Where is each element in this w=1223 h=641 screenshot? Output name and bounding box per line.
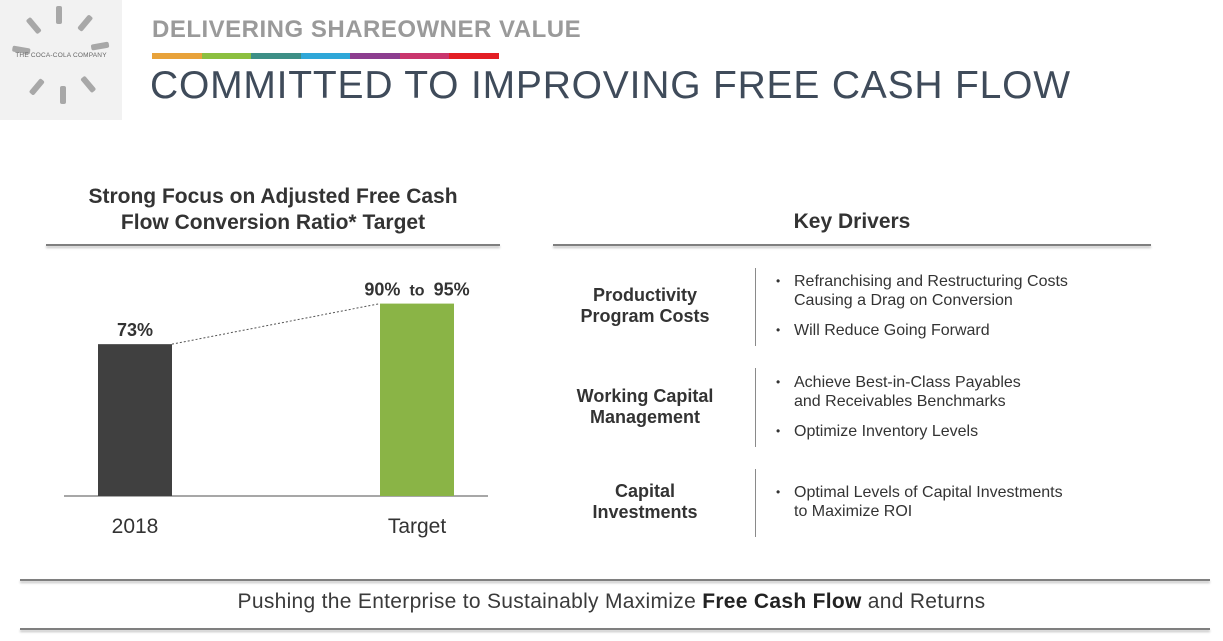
driver-label: Working Capital Management xyxy=(555,386,735,428)
chart-title: Strong Focus on Adjusted Free Cash Flow … xyxy=(46,184,500,236)
color-stripe-segment xyxy=(300,53,350,59)
data-label-2018: 73% xyxy=(117,320,153,340)
chart-title-rule xyxy=(46,244,500,246)
driver-label-line1: Productivity xyxy=(592,285,698,305)
driver-label-line2: Investments xyxy=(592,502,698,522)
color-stripe-segment xyxy=(152,53,202,59)
key-drivers-title: Key Drivers xyxy=(793,210,911,233)
logo-text: THE COCA-COLA COMPANY xyxy=(15,52,107,59)
driver-bullet: Will Reduce Going Forward xyxy=(776,321,1174,340)
color-stripe xyxy=(152,53,499,59)
data-label-target-low: 90% xyxy=(364,280,400,300)
color-stripe-segment xyxy=(399,53,449,59)
driver-divider xyxy=(755,268,756,346)
page-title: COMMITTED TO IMPROVING FREE CASH FLOW xyxy=(150,64,1071,107)
footer-bottom-rule xyxy=(20,628,1210,630)
footer-text-post: and Returns xyxy=(867,590,986,613)
footer-top-rule xyxy=(20,579,1210,581)
driver-bullet: Optimize Inventory Levels xyxy=(776,422,1174,441)
driver-label: Capital Investments xyxy=(555,481,735,523)
bar-target xyxy=(380,303,454,496)
data-label-target-to: to xyxy=(409,283,424,300)
footer-text-bold: Free Cash Flow xyxy=(702,590,862,613)
driver-label-line1: Working Capital xyxy=(576,386,714,406)
color-stripe-segment xyxy=(201,53,251,59)
driver-label-line2: Program Costs xyxy=(580,306,710,326)
footer-text-pre: Pushing the Enterprise to Sustainably Ma… xyxy=(237,590,697,613)
driver-bullet: Refranchising and Restructuring Costs Ca… xyxy=(776,272,1174,310)
bullet-line1: Achieve Best-in-Class Payables xyxy=(794,374,1021,391)
logo-bottles-icon xyxy=(12,6,110,104)
driver-label-line1: Capital xyxy=(614,481,675,501)
driver-bullet: Optimal Levels of Capital Investments to… xyxy=(776,483,1174,521)
bullet-line2: Causing a Drag on Conversion xyxy=(794,292,1013,309)
data-label-target: 90% to 95% xyxy=(364,280,469,300)
driver-bullet: Achieve Best-in-Class Payables and Recei… xyxy=(776,373,1174,411)
driver-label-line2: Management xyxy=(589,407,701,427)
data-label-target-high: 95% xyxy=(434,280,470,300)
color-stripe-segment xyxy=(350,53,400,59)
driver-divider xyxy=(755,368,756,447)
bullet-line1: Will Reduce Going Forward xyxy=(794,322,990,339)
bullet-line2: and Receivables Benchmarks xyxy=(794,393,1006,410)
bar-2018 xyxy=(98,344,172,496)
color-stripe-segment xyxy=(251,53,301,59)
driver-divider xyxy=(755,469,756,537)
bar-connector-line xyxy=(171,303,381,345)
chart-title-line2: Flow Conversion Ratio* Target xyxy=(120,211,426,234)
category-label-2018: 2018 xyxy=(112,515,159,538)
bullet-line1: Optimize Inventory Levels xyxy=(794,423,979,440)
section-supertitle: DELIVERING SHAREOWNER VALUE xyxy=(152,16,582,43)
footer-tagline: Pushing the Enterprise to Sustainably Ma… xyxy=(0,590,1223,614)
color-stripe-segment xyxy=(449,53,499,59)
category-label-target: Target xyxy=(388,515,447,538)
bullet-line2: to Maximize ROI xyxy=(794,503,913,520)
driver-label: Productivity Program Costs xyxy=(555,285,735,327)
bullet-line1: Optimal Levels of Capital Investments xyxy=(794,484,1063,501)
company-logo: THE COCA-COLA COMPANY xyxy=(0,0,122,120)
key-drivers-rule xyxy=(553,244,1151,246)
chart-title-line1: Strong Focus on Adjusted Free Cash xyxy=(88,185,458,208)
bullet-line1: Refranchising and Restructuring Costs xyxy=(794,273,1068,290)
bar-chart: 73% 90% to 95% 2018 Target xyxy=(64,280,488,538)
